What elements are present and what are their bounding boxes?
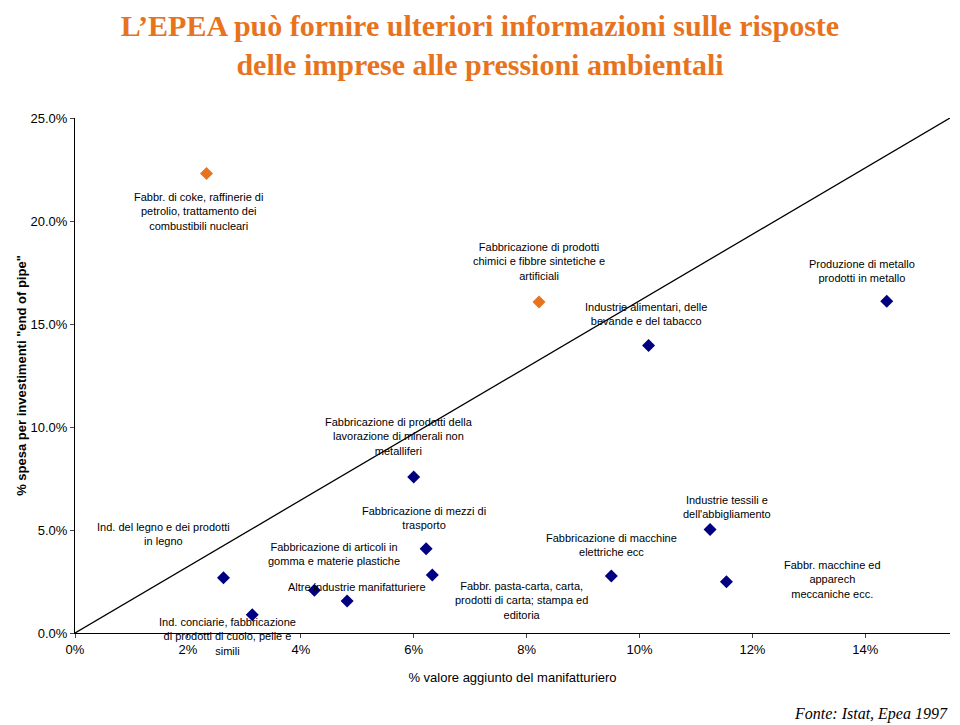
svg-text:2%: 2% (179, 642, 198, 657)
svg-text:25.0%: 25.0% (31, 111, 68, 126)
svg-text:0%: 0% (66, 642, 85, 657)
svg-text:Fabbricazione di prodotti dell: Fabbricazione di prodotti dellalavorazio… (325, 416, 473, 457)
svg-text:Fabbricazione di mezzi ditrasp: Fabbricazione di mezzi ditrasporto (362, 505, 486, 531)
svg-text:10%: 10% (627, 642, 653, 657)
svg-text:10.0%: 10.0% (31, 420, 68, 435)
svg-text:% valore aggiunto del manifatt: % valore aggiunto del manifatturiero (408, 670, 616, 685)
svg-text:Produzione di metalloprodotti: Produzione di metalloprodotti in metallo (809, 258, 915, 284)
svg-text:6%: 6% (404, 642, 423, 657)
svg-text:L’EPEA può fornire ulteriori i: L’EPEA può fornire ulteriori informazion… (121, 9, 839, 81)
svg-text:Fabbricazione di prodottichimi: Fabbricazione di prodottichimici e fibbr… (473, 241, 605, 282)
svg-text:Fabbr. di coke, raffinerie dip: Fabbr. di coke, raffinerie dipetrolio, t… (134, 191, 263, 232)
svg-text:Industrie tessili edell'abbigl: Industrie tessili edell'abbigliamento (683, 494, 771, 520)
svg-text:5.0%: 5.0% (38, 523, 68, 538)
svg-text:% spesa per investimenti "end: % spesa per investimenti "end of pipe" (14, 255, 29, 496)
svg-text:12%: 12% (739, 642, 765, 657)
svg-text:Fabbr. pasta-carta, carta,prod: Fabbr. pasta-carta, carta,prodotti di ca… (455, 580, 588, 621)
svg-text:4%: 4% (291, 642, 310, 657)
svg-text:8%: 8% (517, 642, 536, 657)
svg-text:Fonte: Istat, Epea 1997: Fonte: Istat, Epea 1997 (794, 705, 948, 723)
svg-text:14%: 14% (852, 642, 878, 657)
svg-text:Fabbricazione di articoli ingo: Fabbricazione di articoli ingomma e mate… (268, 541, 400, 567)
svg-text:20.0%: 20.0% (31, 214, 68, 229)
svg-text:15.0%: 15.0% (31, 317, 68, 332)
svg-text:Industrie alimentari, dellebev: Industrie alimentari, dellebevande e del… (585, 301, 707, 327)
svg-text:Ind. del legno e dei prodottii: Ind. del legno e dei prodottiin legno (97, 521, 230, 547)
svg-text:Fabbr. macchine edapparechmecc: Fabbr. macchine edapparechmeccaniche ecc… (784, 559, 881, 600)
svg-text:0.0%: 0.0% (38, 626, 68, 641)
svg-text:Fabbricazione di macchineelett: Fabbricazione di macchineelettriche ecc (546, 532, 677, 558)
svg-text:Ind. conciarie, fabbricazioned: Ind. conciarie, fabbricazionedi prodotti… (159, 616, 296, 657)
svg-text:Altre industrie manifatturiere: Altre industrie manifatturiere (288, 581, 426, 593)
